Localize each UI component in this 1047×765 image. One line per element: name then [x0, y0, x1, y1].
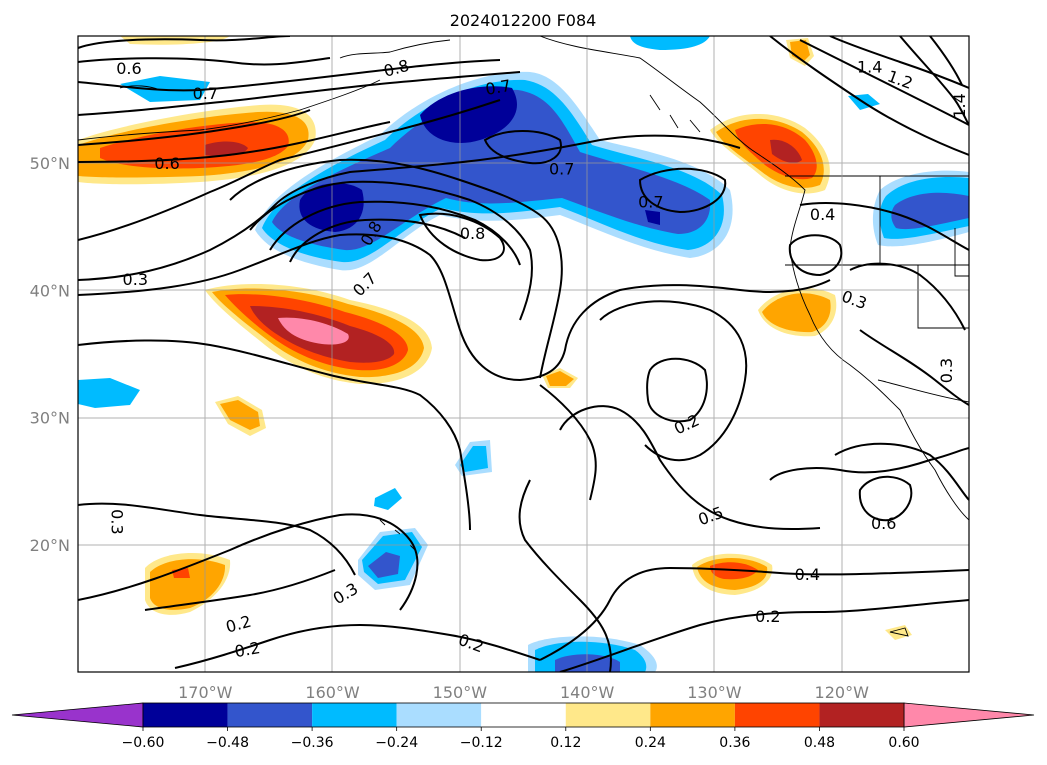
- contour-label-text: 1.4: [857, 58, 882, 77]
- contour-label: 0.3: [123, 270, 148, 289]
- contour-label: 0.2: [233, 638, 261, 661]
- contour-label-text: 0.2: [755, 607, 780, 626]
- contour-label: 0.2: [755, 607, 780, 626]
- colorbar-tick-label: −0.48: [206, 735, 249, 751]
- colorbar-tick-label: 0.36: [719, 735, 750, 751]
- contour-label-text: 0.6: [871, 514, 896, 533]
- colorbar-swatch: [565, 703, 651, 727]
- colorbar-tick-label: −0.60: [122, 735, 165, 751]
- blue-anomaly-core: [420, 86, 517, 143]
- colorbar-tick-label: −0.12: [460, 735, 503, 751]
- contour-label: 0.8: [382, 56, 412, 81]
- colorbar-tick-label: −0.24: [375, 735, 418, 751]
- contour-label: 0.7: [484, 76, 512, 99]
- contour-label: 0.7: [638, 192, 663, 211]
- contour-label: 0.8: [460, 224, 485, 243]
- blue-anomaly-dark: [272, 89, 711, 251]
- contour-label: 0.6: [871, 514, 896, 533]
- colorbar-swatch: [734, 703, 820, 727]
- contour-label-text: 0.3: [123, 270, 148, 289]
- contour-label: 0.4: [810, 205, 835, 224]
- contour-label-text: 0.7: [193, 84, 218, 103]
- colorbar-swatch: [650, 703, 735, 727]
- contour-label: 1.4: [950, 93, 969, 118]
- map-area: 0.60.70.80.70.6 0.70.70.8 0.80.3 0.70.40.30…: [78, 36, 969, 672]
- lon-tick-label: 170°W: [178, 683, 233, 702]
- colorbar-swatch: [396, 703, 482, 727]
- contour-label-text: 0.7: [349, 269, 380, 300]
- colorbar-tick-label: 0.12: [550, 735, 581, 751]
- colorbar-swatch: [819, 703, 904, 727]
- coastline-layer: [78, 36, 969, 637]
- colorbar-tick-label: 0.24: [635, 735, 666, 751]
- lon-tick-label: 160°W: [305, 683, 360, 702]
- colorbar-extension-low: [11, 702, 144, 728]
- lat-tick-label: 20°N: [30, 536, 70, 555]
- colorbar-swatch: [481, 703, 566, 727]
- contour-label: 1.2: [885, 66, 915, 93]
- contour-label: 0.7: [349, 269, 380, 300]
- contour-label-text: 0.7: [549, 159, 574, 178]
- contour-label: 0.7: [549, 159, 574, 178]
- contour-lines: [78, 36, 969, 672]
- contour-label: 0.2: [671, 410, 702, 438]
- contour-label: 0.6: [116, 59, 141, 78]
- longitude-tick-labels: 170°W 160°W 150°W 140°W 130°W 120°W: [178, 683, 869, 702]
- contour-label: 0.4: [795, 565, 820, 584]
- contour-label-text: 0.8: [460, 224, 485, 243]
- contour-label: 0.7: [193, 84, 218, 103]
- colorbar-swatch: [312, 703, 397, 727]
- contour-label-text: 0.6: [154, 154, 179, 173]
- lon-tick-label: 120°W: [815, 683, 870, 702]
- contour-label-text: 0.8: [382, 56, 412, 81]
- contour-label-text: 0.7: [484, 76, 512, 99]
- colorbar-swatch: [143, 703, 228, 727]
- contour-label-text: 1.4: [950, 93, 969, 118]
- colorbar-swatch: [227, 703, 313, 727]
- map-frame: [77, 35, 970, 673]
- contour-label: 0.3: [937, 358, 956, 383]
- contour-label-text: 0.2: [233, 638, 261, 661]
- contour-label-text: 0.2: [224, 612, 254, 637]
- lat-tick-label: 40°N: [30, 281, 70, 300]
- contour-label: 0.6: [154, 154, 179, 173]
- lon-tick-label: 150°W: [433, 683, 488, 702]
- colorbar-tick-label: 0.60: [888, 735, 919, 751]
- contour-label-text: 0.6: [116, 59, 141, 78]
- colorbar-frame: [142, 702, 905, 728]
- colorbar-tick-label: 0.48: [804, 735, 835, 751]
- contour-label: 0.3: [107, 509, 126, 534]
- contour-label-text: 0.4: [810, 205, 835, 224]
- colorbar-tick-label: −0.36: [291, 735, 334, 751]
- lon-tick-label: 130°W: [687, 683, 742, 702]
- contour-label: 0.2: [456, 630, 486, 657]
- lat-tick-label: 30°N: [30, 409, 70, 428]
- contour-label-text: 0.7: [638, 192, 663, 211]
- colorbar-extension-high: [903, 702, 1035, 728]
- contour-label-text: 0.3: [937, 358, 956, 383]
- contour-label-text: 0.3: [107, 509, 126, 534]
- contour-label: 1.4: [857, 58, 882, 77]
- contour-label: 0.5: [696, 503, 726, 530]
- contour-label-text: 0.4: [795, 565, 820, 584]
- contour-labels: 0.60.70.80.70.6 0.70.70.8 0.80.3 0.70.40.30…: [107, 56, 969, 661]
- latitude-tick-labels: 20°N 30°N 40°N 50°N: [30, 154, 70, 555]
- contour-label: 0.2: [224, 612, 254, 637]
- lat-tick-label: 50°N: [30, 154, 70, 173]
- figure-title: 2024012200 F084: [450, 11, 597, 30]
- lon-tick-label: 140°W: [560, 683, 615, 702]
- warm-anomaly-core: [278, 317, 349, 345]
- colorbar: −0.60 −0.48 −0.36 −0.24 −0.12 0.12 0.24 0.36 0.4…: [11, 702, 1035, 751]
